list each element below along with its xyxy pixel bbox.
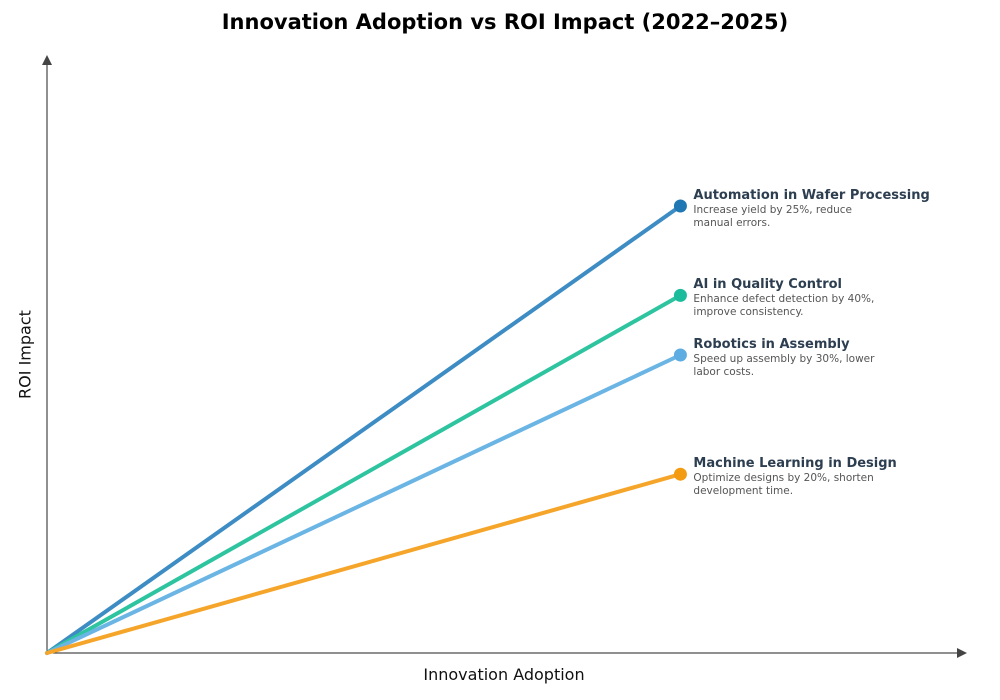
series-description: Optimize designs by 20%, shorten develop…	[693, 472, 874, 498]
series-line	[45, 353, 683, 655]
series-annotation: Robotics in Assembly Speed up assembly by…	[693, 337, 893, 379]
series-annotation: AI in Quality Control Enhance defect dete…	[693, 277, 893, 319]
series-name: AI in Quality Control	[693, 277, 843, 293]
series-end-point	[673, 199, 687, 213]
y-axis-label: ROI Impact	[15, 310, 35, 399]
series-name: Automation in Wafer Processing	[693, 188, 930, 203]
series-annotation: Machine Learning in Design Optimize desig…	[693, 456, 896, 498]
series-name: Robotics in Assembly	[693, 337, 850, 352]
chart-title: Innovation Adoption vs ROI Impact (2022–…	[221, 10, 789, 34]
series-line	[45, 293, 683, 655]
series-end-point	[673, 348, 687, 362]
series-end-point	[673, 467, 687, 481]
series-line	[45, 204, 683, 655]
x-axis-label: Innovation Adoption	[423, 665, 585, 684]
series-description: Increase yield by 25%, reduce manual err…	[693, 204, 853, 229]
y-axis-arrow-icon	[42, 55, 52, 65]
series-description: Enhance defect detection by 40%, improve…	[693, 293, 875, 319]
series-description: Speed up assembly by 30%, lower labor co…	[693, 353, 875, 378]
series-end-point	[673, 288, 687, 302]
series-name: Machine Learning in Design	[693, 456, 897, 472]
series-annotation: Automation in Wafer Processing Increase y…	[693, 188, 929, 230]
series-line	[45, 472, 683, 655]
x-axis-arrow-icon	[957, 648, 967, 658]
